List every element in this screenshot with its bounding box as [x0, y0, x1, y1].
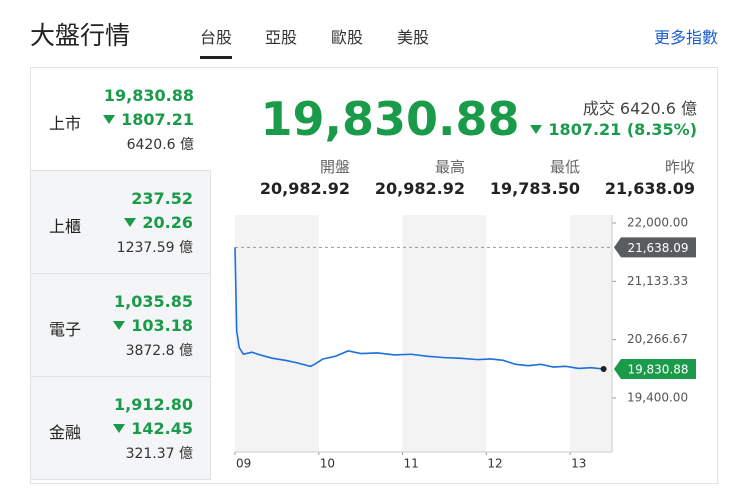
price-tag-label: 19,830.88	[627, 362, 688, 376]
card	[30, 67, 718, 484]
hour-band	[402, 215, 487, 452]
index-row[interactable]: 上櫃 237.52 20.26 1237.59 億	[31, 171, 211, 274]
more-link[interactable]: 更多指數	[653, 28, 718, 47]
down-arrow	[124, 218, 137, 227]
index-volume: 6420.6 億	[126, 137, 194, 153]
index-price: 1,912.80	[114, 395, 193, 414]
x-tick-label: 10	[320, 457, 335, 471]
down-arrow	[113, 424, 126, 433]
tab[interactable]: 歐股	[331, 28, 364, 47]
stat-label: 開盤	[319, 158, 350, 176]
index-volume: 1237.59 億	[116, 240, 193, 256]
stat-value: 20,982.92	[259, 179, 350, 198]
hour-band	[570, 215, 612, 452]
quote-change: 1807.21 (8.35%)	[530, 120, 697, 139]
tab[interactable]: 亞股	[265, 28, 298, 47]
index-volume: 3872.8 億	[125, 343, 193, 359]
index-name: 電子	[49, 320, 82, 339]
index-name: 上市	[49, 114, 82, 133]
index-change-text: 1807.21	[121, 110, 194, 129]
y-tick-label: 22,000.00	[627, 216, 688, 230]
index-change-text: 20.26	[142, 213, 193, 232]
stat-value: 20,982.92	[374, 179, 465, 198]
y-tick-label: 20,266.67	[627, 332, 688, 346]
down-arrow	[113, 321, 126, 330]
quote-change-text: 1807.21 (8.35%)	[548, 120, 697, 139]
index-price: 1,035.85	[114, 292, 193, 311]
quote-price: 19,830.88	[260, 92, 520, 146]
y-tick-label: 19,400.00	[627, 391, 688, 405]
x-tick-label: 09	[236, 457, 251, 471]
stat-label: 昨收	[664, 158, 695, 176]
index-change: 103.18	[113, 316, 193, 335]
index-row[interactable]: 金融 1,912.80 142.45 321.37 億	[31, 377, 211, 480]
index-row[interactable]: 上市 19,830.88 1807.21 6420.6 億	[31, 68, 211, 171]
index-price: 237.52	[131, 189, 193, 208]
index-name: 上櫃	[49, 217, 82, 236]
price-tag-label: 21,638.09	[627, 241, 688, 255]
index-change: 142.45	[113, 419, 193, 438]
quote-volume: 成交 6420.6 億	[582, 99, 697, 118]
x-tick-label: 11	[404, 457, 419, 471]
index-price: 19,830.88	[103, 86, 194, 105]
stat-label: 最高	[434, 158, 465, 176]
y-tick-label: 21,133.33	[627, 274, 688, 288]
page-title: 大盤行情	[30, 21, 131, 50]
index-name: 金融	[49, 423, 82, 442]
tab[interactable]: 美股	[397, 28, 430, 47]
stat-value: 19,783.50	[489, 179, 580, 198]
stat-value: 21,638.09	[604, 179, 695, 198]
price-tag	[614, 237, 696, 258]
x-tick-label: 12	[487, 457, 502, 471]
price-tag	[614, 358, 696, 379]
index-change: 20.26	[124, 213, 193, 232]
index-volume: 321.37 億	[125, 446, 193, 462]
index-change-text: 103.18	[131, 316, 193, 335]
price-line	[234, 247, 604, 370]
index-change: 1807.21	[103, 110, 194, 129]
hour-band	[235, 215, 319, 452]
tab[interactable]: 台股	[200, 24, 233, 59]
last-point	[600, 365, 607, 372]
stat-label: 最低	[549, 158, 580, 176]
x-tick-label: 13	[571, 457, 586, 471]
down-arrow	[103, 115, 116, 124]
index-change-text: 142.45	[131, 419, 193, 438]
index-row[interactable]: 電子 1,035.85 103.18 3872.8 億	[31, 274, 211, 377]
